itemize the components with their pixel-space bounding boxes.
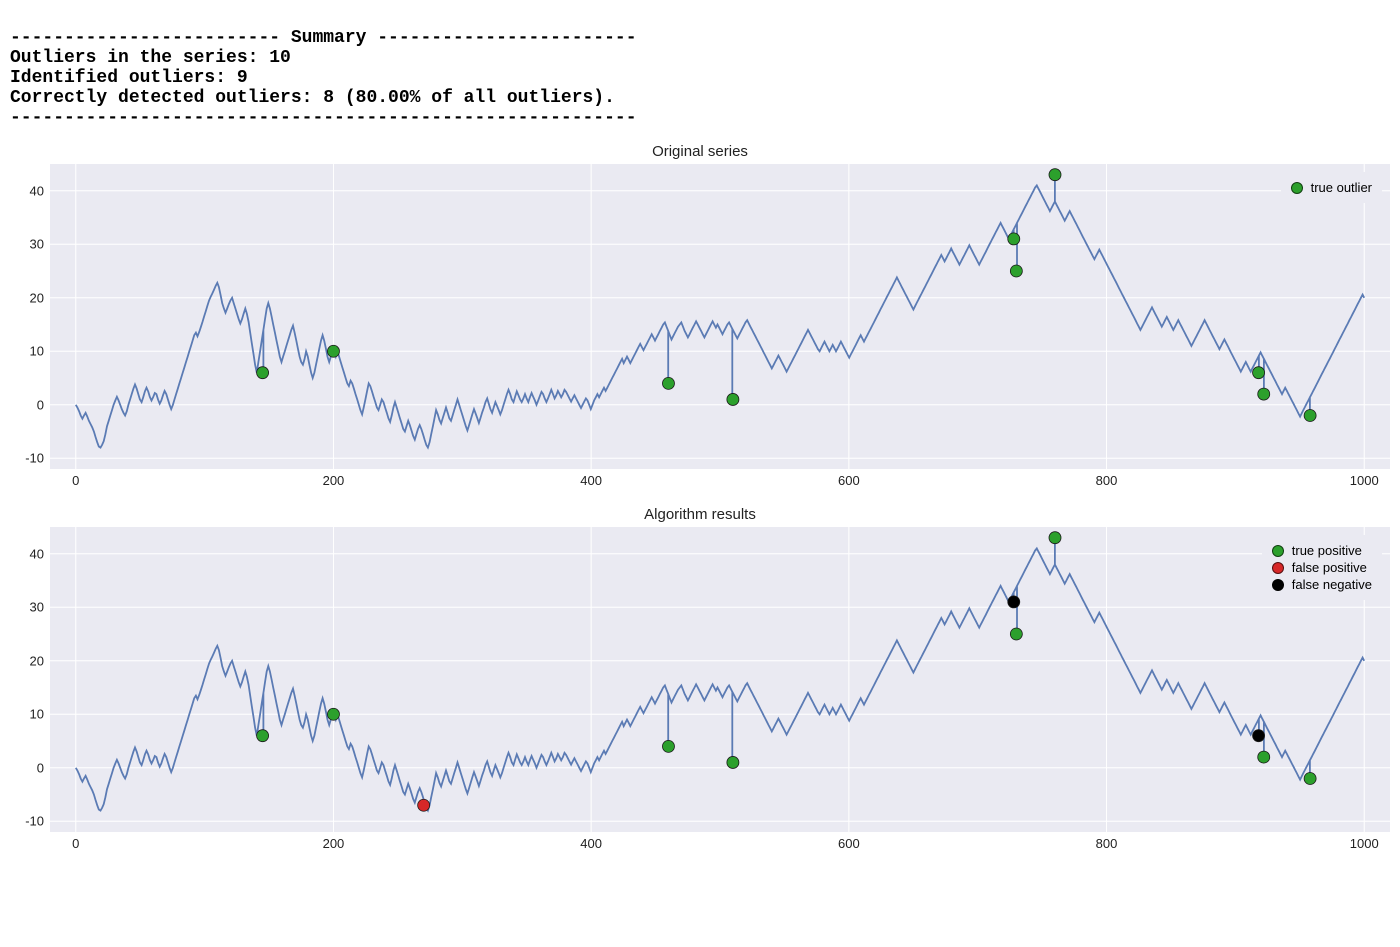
y-tick-label: -10 xyxy=(25,451,44,466)
legend-item: true positive xyxy=(1272,543,1372,558)
x-tick-label: 1000 xyxy=(1350,836,1379,851)
chart2-legend: true positive false positive false negativ… xyxy=(1262,535,1382,600)
x-tick-label: 0 xyxy=(72,473,79,488)
legend-marker-icon xyxy=(1272,562,1284,574)
chart1-plotarea: true outlier xyxy=(50,164,1390,469)
y-tick-label: 30 xyxy=(30,600,44,615)
chart1-yaxis: -10 0 10 20 30 40 xyxy=(10,164,50,469)
x-tick-label: 800 xyxy=(1096,836,1118,851)
y-tick-label: 30 xyxy=(30,237,44,252)
legend-label: false positive xyxy=(1292,560,1367,575)
chart2-xaxis: 0 200 400 600 800 1000 xyxy=(50,832,1390,854)
legend-item: false negative xyxy=(1272,577,1372,592)
y-tick-label: 10 xyxy=(30,344,44,359)
chart2-title: Algorithm results xyxy=(10,506,1390,523)
y-tick-label: 40 xyxy=(30,546,44,561)
legend-label: true positive xyxy=(1292,543,1362,558)
x-tick-label: 0 xyxy=(72,836,79,851)
legend-marker-icon xyxy=(1272,545,1284,557)
x-tick-label: 200 xyxy=(323,473,345,488)
y-tick-label: 0 xyxy=(37,397,44,412)
legend-item: false positive xyxy=(1272,560,1372,575)
chart1-title: Original series xyxy=(10,143,1390,160)
chart2-plotarea: true positive false positive false negativ… xyxy=(50,527,1390,832)
chart-original: Original series -10 0 10 20 30 40 true outlie… xyxy=(10,143,1390,491)
chart2-yaxis: -10 0 10 20 30 40 xyxy=(10,527,50,832)
x-tick-label: 400 xyxy=(580,473,602,488)
chart-results: Algorithm results -10 0 10 20 30 40 true posi… xyxy=(10,506,1390,854)
summary-block: ------------------------- Summary ------… xyxy=(10,28,1390,128)
y-tick-label: 40 xyxy=(30,183,44,198)
x-tick-label: 1000 xyxy=(1350,473,1379,488)
y-tick-label: 10 xyxy=(30,707,44,722)
legend-label: true outlier xyxy=(1311,180,1372,195)
x-tick-label: 600 xyxy=(838,836,860,851)
legend-item: true outlier xyxy=(1291,180,1372,195)
chart1-legend: true outlier xyxy=(1281,172,1382,203)
x-tick-label: 600 xyxy=(838,473,860,488)
y-tick-label: -10 xyxy=(25,814,44,829)
legend-marker-icon xyxy=(1291,182,1303,194)
x-tick-label: 400 xyxy=(580,836,602,851)
y-tick-label: 0 xyxy=(37,760,44,775)
x-tick-label: 800 xyxy=(1096,473,1118,488)
legend-marker-icon xyxy=(1272,579,1284,591)
legend-label: false negative xyxy=(1292,577,1372,592)
x-tick-label: 200 xyxy=(323,836,345,851)
chart1-xaxis: 0 200 400 600 800 1000 xyxy=(50,469,1390,491)
y-tick-label: 20 xyxy=(30,290,44,305)
y-tick-label: 20 xyxy=(30,653,44,668)
